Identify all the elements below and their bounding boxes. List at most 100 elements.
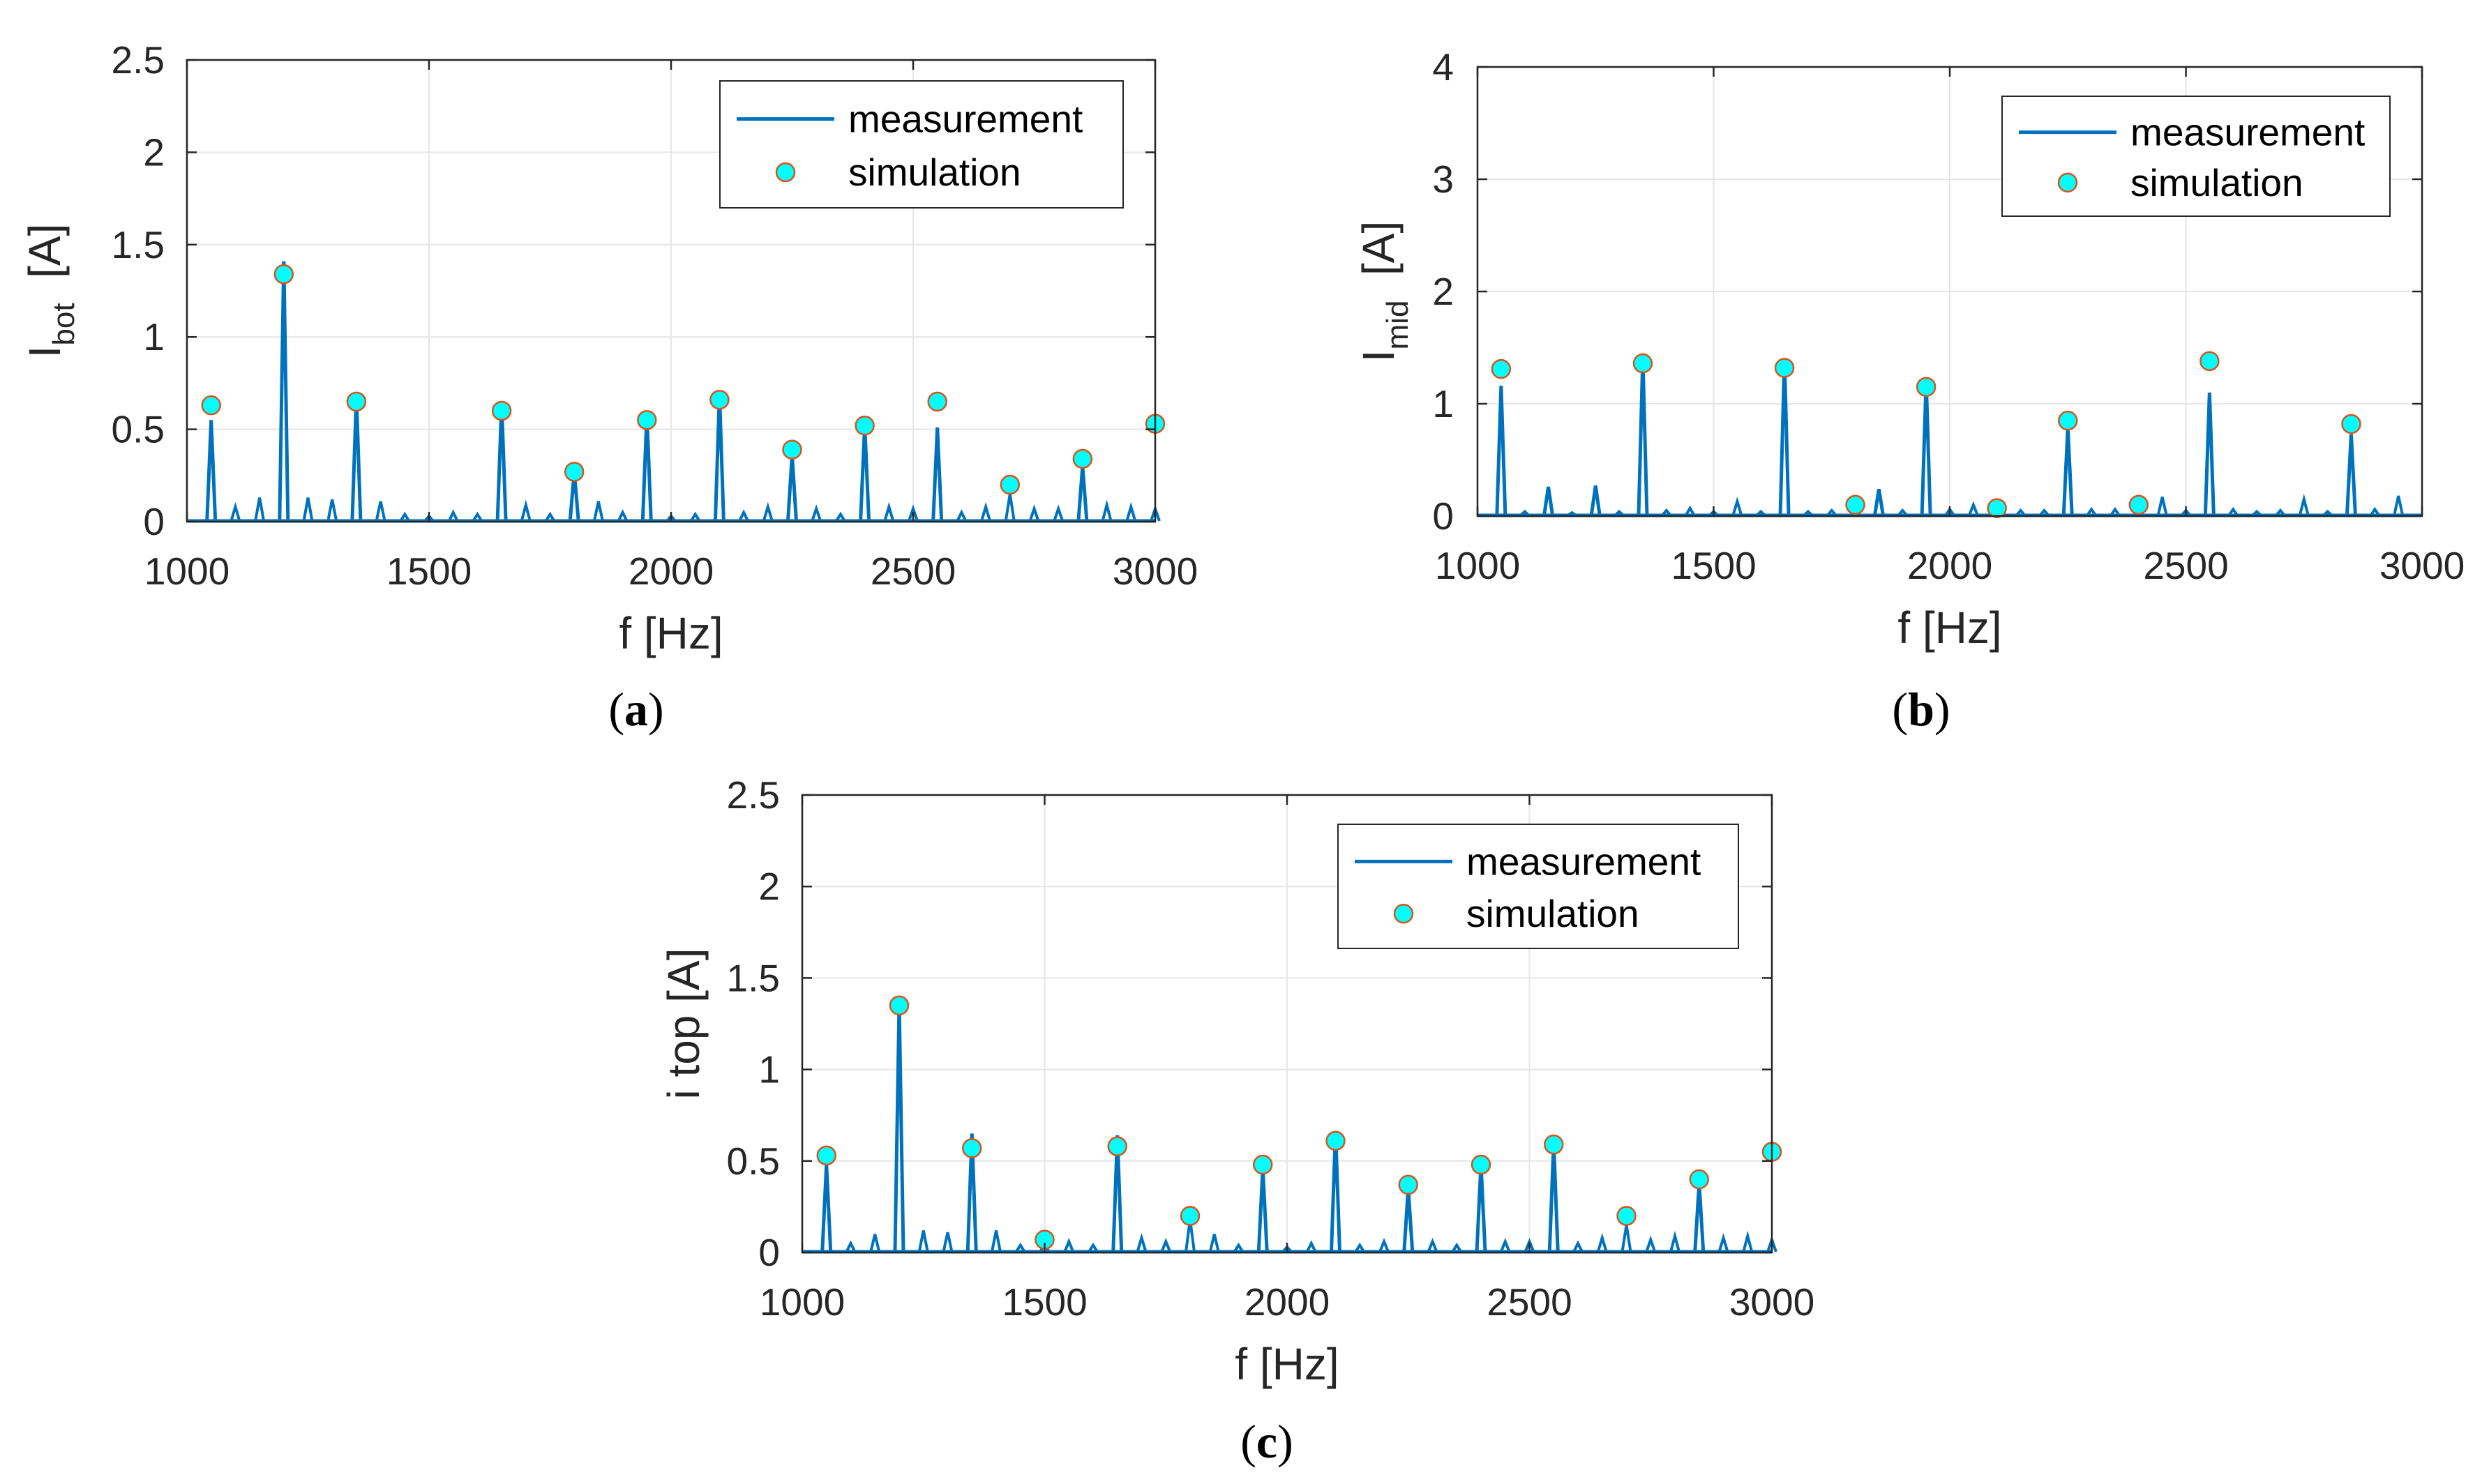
measurement-peak [1742, 1230, 1754, 1252]
y-axis-label-subscript: mid [1381, 301, 1415, 350]
measurement-peak [1872, 488, 1885, 516]
y-tick-label: 2 [758, 865, 780, 908]
simulation-point [1072, 448, 1093, 469]
measurement-peak [2275, 508, 2286, 517]
measurement-peak [1803, 509, 1814, 517]
legend-box [1337, 824, 1739, 949]
y-tick-label: 1 [758, 1048, 780, 1091]
measurement-peak [980, 501, 992, 522]
measurement-peak [2015, 508, 2026, 517]
measurement-peak [1645, 1235, 1657, 1252]
simulation-point [1471, 1154, 1491, 1175]
x-tick-label: 3000 [1729, 1280, 1814, 1324]
measurement-peak [1519, 509, 1531, 517]
y-tick-label: 0 [143, 500, 165, 543]
measurement-peak [1305, 1240, 1317, 1252]
measurement-peak [2086, 506, 2097, 517]
measurement-peak [1101, 499, 1113, 522]
measurement-peak [1614, 509, 1625, 517]
measurement-peak [835, 511, 846, 522]
y-axis-label-main: I [20, 346, 70, 358]
measurement-peak [883, 501, 895, 522]
legend-box [2001, 96, 2391, 217]
measurement-peak [472, 511, 483, 522]
panel-caption: (c) [1240, 1415, 1293, 1468]
y-axis-label: Imid [A] [1353, 221, 1415, 363]
measurement-peak [1233, 1242, 1244, 1253]
simulation-point [1916, 377, 1937, 397]
x-tick-label: 2500 [2143, 544, 2228, 587]
measurement-peak [1567, 510, 1577, 517]
measurement-peak [1684, 505, 1696, 517]
legend-simulation-label: simulation [848, 151, 1021, 194]
x-tick-label: 3000 [1113, 550, 1198, 593]
simulation-point [201, 395, 221, 416]
y-tick-label: 0.5 [112, 408, 165, 451]
measurement-peak [592, 501, 604, 522]
legend-simulation-label: simulation [1466, 892, 1639, 935]
measurement-peak [845, 1240, 857, 1252]
measurement-peak [2110, 506, 2121, 517]
x-axis-label: f [Hz] [1235, 1339, 1339, 1389]
measurement-peak [1378, 1237, 1390, 1252]
simulation-series [201, 264, 1166, 495]
measurement-peak [931, 427, 944, 522]
simulation-point [1325, 1130, 1346, 1151]
y-tick-label: 2.5 [727, 773, 780, 817]
simulation-point [1689, 1169, 1709, 1190]
measurement-peak [1755, 509, 1766, 517]
measurement-peak [1028, 504, 1040, 522]
measurement-peak [1826, 508, 1837, 517]
simulation-point [273, 264, 294, 285]
x-tick-label: 2500 [871, 550, 956, 593]
measurement-peak [942, 1232, 954, 1252]
x-tick-label: 2000 [1244, 1280, 1330, 1324]
simulation-point [1107, 1136, 1127, 1157]
measurement-peak [230, 501, 241, 522]
measurement-peak [1897, 508, 1908, 517]
chart-c: 1000 1500 2000 2500 3000 0 0.5 1 1.5 2 2.5 f [Hz] i … [659, 773, 1814, 1468]
measurement-peak [326, 499, 338, 522]
x-tick-label: 1000 [760, 1280, 845, 1324]
measurement-peak [2345, 434, 2357, 516]
y-axis-label-subscript: bot [47, 303, 81, 345]
measurement-peak [1063, 1237, 1075, 1252]
measurement-peak [520, 499, 532, 522]
measurement-peak [1495, 386, 1507, 516]
legend-measurement-label: measurement [848, 98, 1083, 141]
measurement-peak [869, 1234, 881, 1252]
measurement-peak [1427, 1237, 1438, 1252]
x-axis-label: f [Hz] [619, 608, 723, 658]
measurement-peak [617, 509, 629, 522]
simulation-point [564, 462, 585, 482]
measurement-peak [1669, 1230, 1680, 1252]
measurement-peak [1589, 485, 1602, 516]
measurement-peak [1053, 504, 1065, 522]
measurement-peak [1717, 1233, 1729, 1252]
legend-measurement-label: measurement [1466, 840, 1701, 883]
simulation-point [889, 995, 910, 1016]
measurement-peak [2203, 392, 2216, 516]
simulation-point [1491, 358, 1512, 379]
measurement-peak [1542, 486, 1555, 516]
simulation-point [2058, 410, 2078, 431]
simulation-point [2341, 414, 2361, 434]
measurement-peak [917, 1230, 929, 1252]
simulation-point [1632, 353, 1653, 374]
y-tick-label: 1.5 [112, 223, 165, 266]
panel-caption: (a) [608, 683, 663, 736]
x-tick-label: 2000 [629, 550, 714, 593]
legend: measurement simulation [1337, 824, 1739, 949]
legend-measurement-label: measurement [2130, 111, 2365, 154]
x-tick-label: 2500 [1487, 1280, 1572, 1324]
simulation-point [855, 416, 875, 436]
measurement-peak [908, 504, 919, 522]
y-tick-label: 4 [1432, 45, 1454, 89]
x-tick-label: 2000 [1907, 544, 1992, 587]
measurement-peak [1572, 1240, 1584, 1252]
simulation-point [709, 389, 730, 410]
x-tick-label: 1000 [1435, 544, 1520, 587]
simulation-point [1544, 1134, 1564, 1155]
